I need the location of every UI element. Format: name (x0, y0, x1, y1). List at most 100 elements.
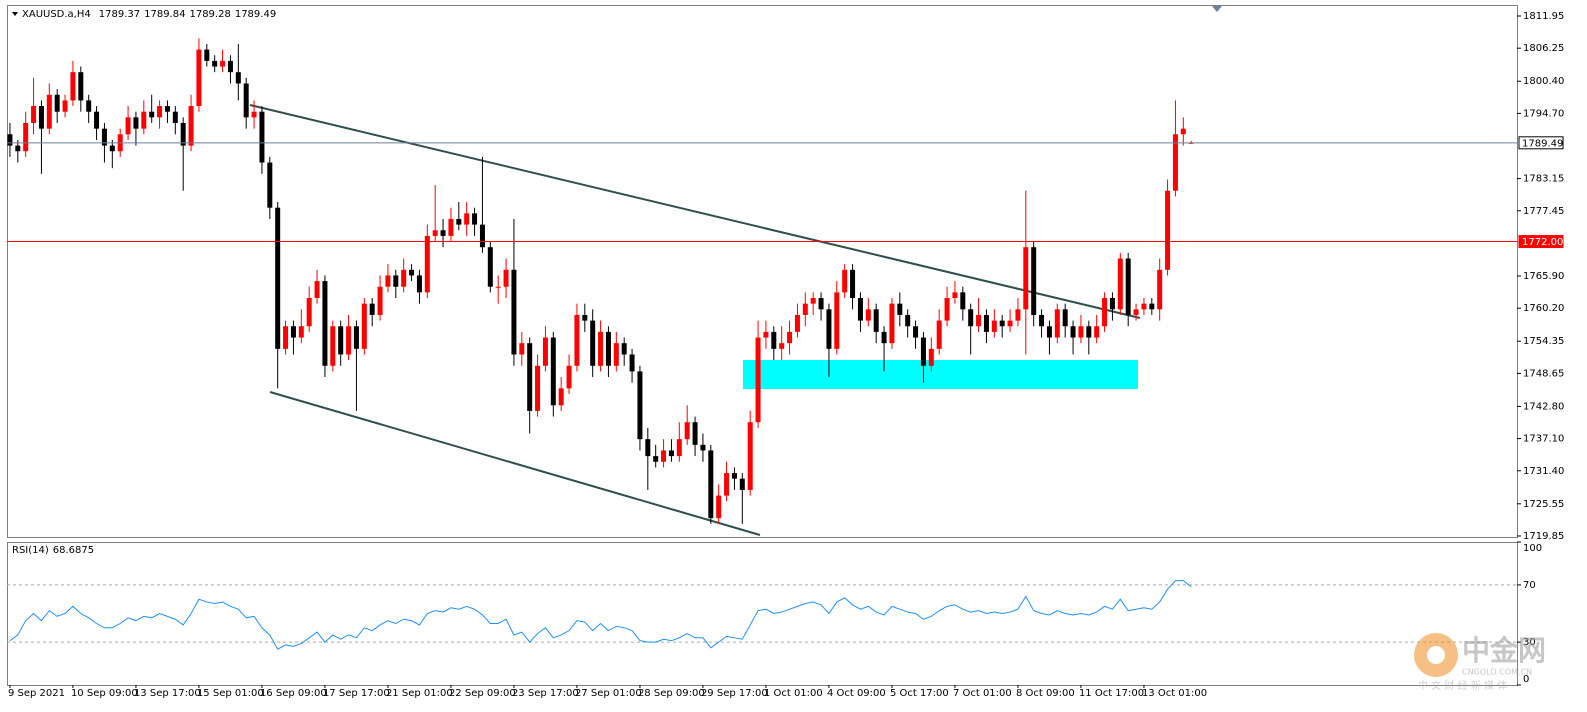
candle-body (346, 326, 352, 355)
candle-body (464, 213, 470, 225)
x-tick-label: 28 Sep 09:00 (638, 688, 705, 699)
candle-body (94, 111, 100, 129)
candle-body (755, 337, 761, 423)
x-tick-label: 15 Sep 01:00 (197, 688, 264, 699)
rsi-name: RSI(14) (12, 545, 49, 556)
candle-body (472, 213, 478, 225)
x-tick-label: 29 Sep 17:00 (701, 688, 768, 699)
candle-body (566, 365, 572, 389)
y-tick-label: 1800.40 (1523, 76, 1564, 87)
candle-body (905, 314, 911, 327)
candle-body (968, 309, 974, 327)
candle-body (850, 269, 856, 299)
y-tick-label: 1794.70 (1523, 108, 1564, 119)
candle-body (574, 314, 580, 366)
candle-body (1007, 320, 1013, 327)
x-tick-label: 13 Sep 17:00 (134, 688, 201, 699)
candle-body (503, 269, 509, 287)
candle-body (204, 49, 210, 61)
tagline: 中 文 财 经 新 媒 体 (1418, 679, 1507, 692)
candle-body (542, 337, 548, 366)
candle-body (960, 292, 966, 310)
x-tick-label: 7 Oct 01:00 (953, 688, 1012, 699)
candle-body (889, 303, 895, 344)
rsi-line (9, 580, 1192, 650)
shift-marker (1212, 6, 1222, 12)
candle-body (416, 275, 422, 293)
candle-body (62, 100, 68, 112)
y-tick-label: 1783.15 (1523, 174, 1564, 185)
domain: CNGOLD.COM.CN (1462, 668, 1532, 677)
candle-body (322, 281, 328, 366)
candle-body (976, 314, 982, 327)
x-tick-label: 22 Sep 09:00 (449, 688, 516, 699)
candle-body (31, 106, 37, 123)
candle-body (1023, 247, 1029, 310)
logo (1427, 646, 1445, 664)
x-tick-label: 13 Oct 01:00 (1142, 688, 1207, 699)
candle-body (550, 337, 556, 406)
candle-body (487, 247, 493, 287)
candle-body (149, 111, 155, 118)
close-value: 1789.49 (235, 9, 276, 20)
y-tick-label: 30 (1523, 637, 1536, 648)
candle-body (1054, 309, 1060, 338)
support-zone (743, 360, 1138, 389)
y-tick-label: 1719.85 (1523, 531, 1564, 542)
candle-body (731, 473, 737, 479)
candle-body (645, 439, 651, 457)
candle-body (865, 309, 871, 321)
y-tick-label: 1806.25 (1523, 43, 1564, 54)
candle-body (125, 117, 131, 135)
watermark: 中金网 CNGOLD.COM.CN 中 文 财 经 新 媒 体 (1414, 633, 1546, 692)
candle-body (802, 303, 808, 315)
candle-body (1094, 326, 1100, 338)
x-tick-label: 1 Oct 01:00 (764, 688, 823, 699)
candle-body (1070, 326, 1076, 338)
candle-body (1141, 303, 1147, 310)
candle-body (448, 218, 454, 236)
candle-body (716, 495, 722, 519)
candle-body (676, 439, 682, 457)
price-label-box (1518, 235, 1564, 249)
candle-body (1125, 258, 1131, 315)
candle-body (54, 94, 60, 112)
y-tick-label: 1748.65 (1523, 368, 1564, 379)
candle-body (479, 224, 485, 248)
candle-body (290, 326, 296, 338)
candle-body (243, 83, 249, 118)
candle-body (1046, 326, 1052, 338)
x-tick-label: 23 Sep 17:00 (512, 688, 579, 699)
y-tick-label: 1731.40 (1523, 466, 1564, 477)
open-value: 1789.37 (99, 9, 140, 20)
candle-body (1180, 128, 1186, 135)
candle-body (70, 72, 76, 101)
x-tick-label: 10 Sep 09:00 (71, 688, 138, 699)
candle-body (590, 320, 596, 366)
candle-body (267, 162, 273, 208)
candle-body (385, 275, 391, 287)
candle-body (991, 320, 997, 332)
candle-body (613, 343, 619, 366)
high-value: 1789.84 (144, 9, 185, 20)
x-tick-label: 9 Sep 2021 (8, 688, 65, 699)
candle-body (1172, 134, 1178, 191)
candle-body (653, 456, 659, 462)
candle-body (1039, 314, 1045, 327)
candle-body (109, 145, 115, 152)
candle-body (172, 111, 178, 123)
candle-body (826, 309, 832, 349)
candle-body (101, 128, 107, 146)
low-value: 1789.28 (189, 9, 230, 20)
candle-body (369, 303, 375, 315)
candle-body (164, 106, 170, 112)
candle-body (692, 422, 698, 445)
candle-body (881, 331, 887, 344)
candle-body (535, 365, 541, 411)
candle-body (180, 122, 186, 146)
candle-body (432, 230, 438, 236)
candle-body (771, 331, 777, 349)
candle-body (235, 72, 241, 84)
symbol: XAUUSD.a,H4 (22, 9, 91, 20)
